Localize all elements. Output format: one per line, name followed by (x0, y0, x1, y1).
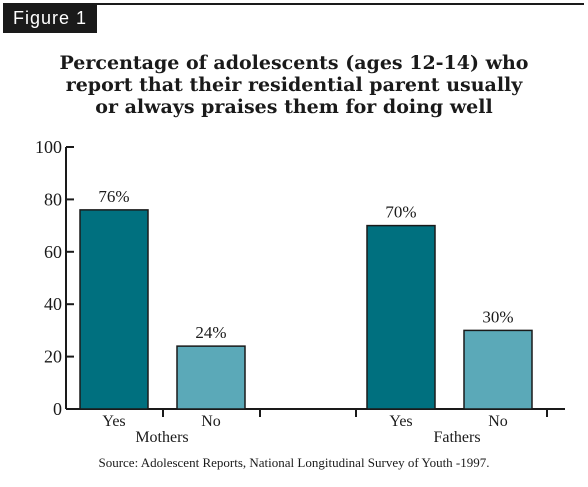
y-tick-label-40: 40 (44, 294, 62, 314)
y-tick-label-80: 80 (44, 189, 62, 209)
chart-title-line-1: Percentage of adolescents (ages 12-14) w… (59, 52, 529, 74)
chart-title: Percentage of adolescents (ages 12-14) w… (10, 52, 578, 118)
figure-frame (3, 3, 584, 482)
y-tick-label-100: 100 (35, 137, 62, 157)
y-tick-label-20: 20 (44, 347, 62, 367)
category-label-fathers-no: No (488, 413, 508, 430)
bar-value-label-mothers-yes: 76% (98, 187, 129, 206)
y-tick-label-60: 60 (44, 242, 62, 262)
chart-title-line-3: or always praises them for doing well (95, 96, 493, 118)
y-tick-label-0: 0 (53, 399, 62, 419)
category-label-fathers-yes: Yes (389, 413, 412, 430)
bar-fathers-yes (366, 224, 436, 410)
group-label-fathers: Fathers (433, 429, 480, 446)
figure-label: Figure 1 (3, 3, 98, 33)
group-label-mothers: Mothers (135, 429, 188, 446)
category-label-mothers-no: No (201, 413, 221, 430)
source-note: Source: Adolescent Reports, National Lon… (98, 455, 490, 470)
bar-mothers-yes (79, 209, 149, 410)
category-label-mothers-yes: Yes (102, 413, 125, 430)
bar-fathers-no (463, 329, 533, 410)
bar-value-label-fathers-yes: 70% (385, 203, 416, 222)
chart-title-line-2: report that their residential parent usu… (65, 74, 523, 96)
bar-value-label-mothers-no: 24% (195, 323, 226, 342)
bar-mothers-no (176, 345, 246, 410)
bar-value-label-fathers-no: 30% (482, 307, 513, 326)
